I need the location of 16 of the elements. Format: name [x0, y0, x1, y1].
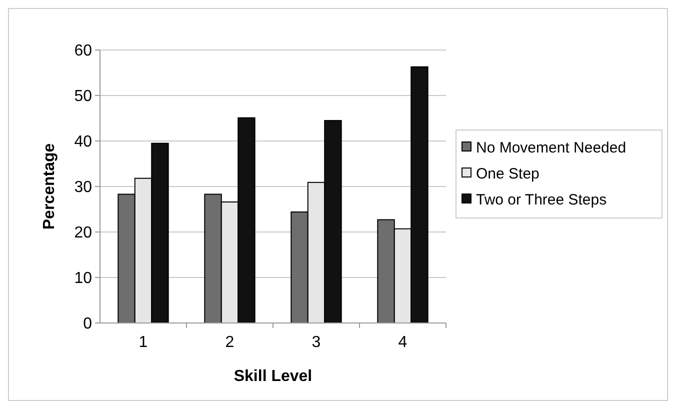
- x-tick-label: 2: [225, 334, 234, 351]
- x-tick-label: 3: [312, 334, 321, 351]
- y-tick-label: 0: [83, 316, 92, 333]
- y-tick-label: 40: [74, 134, 92, 151]
- y-tick-label: 60: [74, 42, 92, 60]
- legend-label: Two or Three Steps: [476, 191, 607, 208]
- y-tick-label: 30: [74, 179, 92, 196]
- x-tick-label: 4: [398, 334, 408, 351]
- y-tick-label: 50: [74, 88, 92, 106]
- legend-label: No Movement Needed: [476, 139, 626, 156]
- x-axis-title: Skill Level: [234, 368, 312, 385]
- legend-label: One Step: [476, 165, 540, 182]
- y-tick-label: 10: [74, 270, 92, 288]
- y-axis-title: Percentage: [41, 143, 58, 230]
- y-tick-label: 20: [74, 224, 92, 242]
- x-tick-label: 1: [138, 334, 148, 351]
